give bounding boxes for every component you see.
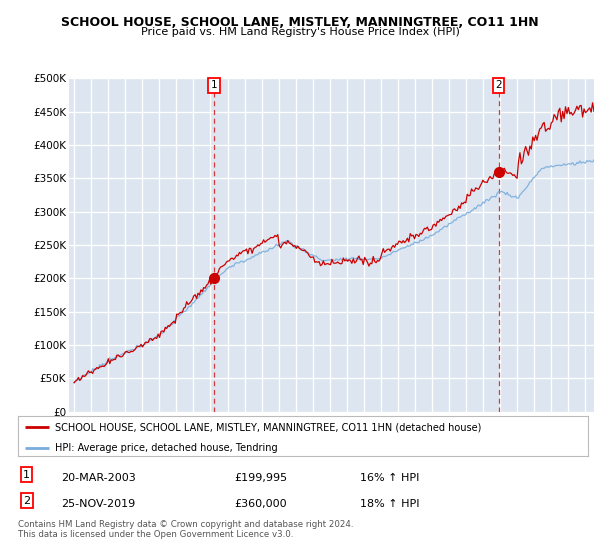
Text: SCHOOL HOUSE, SCHOOL LANE, MISTLEY, MANNINGTREE, CO11 1HN: SCHOOL HOUSE, SCHOOL LANE, MISTLEY, MANN…: [61, 16, 539, 29]
Text: SCHOOL HOUSE, SCHOOL LANE, MISTLEY, MANNINGTREE, CO11 1HN (detached house): SCHOOL HOUSE, SCHOOL LANE, MISTLEY, MANN…: [55, 422, 481, 432]
Text: £199,995: £199,995: [235, 473, 288, 483]
Text: 25-NOV-2019: 25-NOV-2019: [61, 498, 135, 508]
Text: 2: 2: [495, 81, 502, 90]
Text: 20-MAR-2003: 20-MAR-2003: [61, 473, 136, 483]
Text: £360,000: £360,000: [235, 498, 287, 508]
Text: 1: 1: [211, 81, 218, 90]
Text: 16% ↑ HPI: 16% ↑ HPI: [360, 473, 419, 483]
Text: Price paid vs. HM Land Registry's House Price Index (HPI): Price paid vs. HM Land Registry's House …: [140, 27, 460, 37]
Text: 2: 2: [23, 496, 30, 506]
Text: 1: 1: [23, 470, 30, 480]
Text: Contains HM Land Registry data © Crown copyright and database right 2024.
This d: Contains HM Land Registry data © Crown c…: [18, 520, 353, 539]
Text: 18% ↑ HPI: 18% ↑ HPI: [360, 498, 419, 508]
Text: HPI: Average price, detached house, Tendring: HPI: Average price, detached house, Tend…: [55, 442, 278, 452]
